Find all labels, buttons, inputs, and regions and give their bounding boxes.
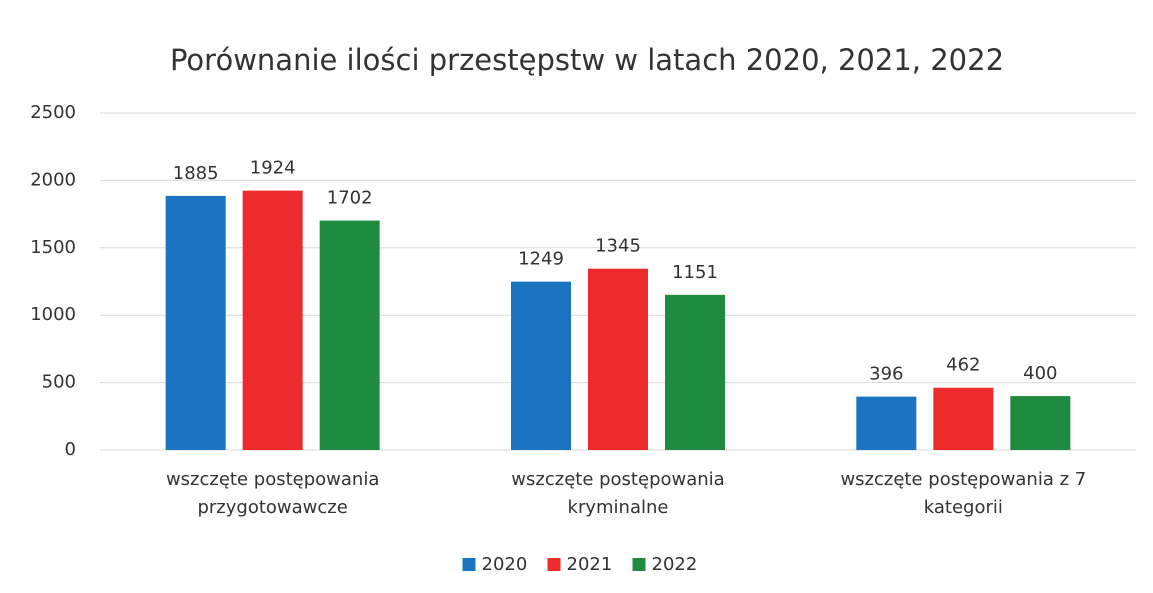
chart-title: Porównanie ilości przestępstw w latach 2…: [170, 43, 1004, 77]
bar: [856, 396, 917, 450]
data-label: 462: [946, 355, 980, 376]
y-tick-label: 500: [42, 372, 76, 393]
x-tick-label: wszczęte postępowania kryminalne: [511, 469, 725, 518]
x-tick-label: wszczęte postępowania z 7 kategorii: [840, 469, 1087, 518]
x-tick-label: wszczęte postępowania przygotowawcze: [165, 469, 380, 518]
data-label: 1249: [518, 249, 564, 270]
bar: [319, 220, 380, 450]
data-label: 1702: [327, 188, 373, 209]
legend-swatch: [462, 558, 476, 571]
bar: [588, 268, 648, 450]
data-label: 400: [1023, 363, 1057, 384]
bar: [165, 195, 226, 450]
legend-label: 2021: [567, 554, 613, 575]
y-tick-label: 2000: [30, 169, 76, 190]
data-label: 396: [869, 364, 903, 385]
bar: [933, 387, 994, 450]
bar: [665, 294, 725, 450]
bar: [511, 281, 571, 450]
y-tick-label: 1500: [30, 237, 76, 258]
data-label: 1885: [173, 163, 219, 184]
y-tick-label: 1000: [30, 304, 76, 325]
y-tick-label: 0: [65, 439, 76, 460]
data-label: 1151: [672, 262, 718, 283]
bar: [242, 190, 303, 450]
legend-swatch: [547, 558, 561, 571]
legend-label: 2020: [482, 554, 528, 575]
legend-swatch: [632, 558, 646, 571]
y-tick-label: 2500: [30, 102, 76, 123]
legend-label: 2022: [652, 554, 698, 575]
bar: [1010, 396, 1071, 450]
data-label: 1345: [595, 236, 641, 257]
data-label: 1924: [250, 158, 296, 179]
